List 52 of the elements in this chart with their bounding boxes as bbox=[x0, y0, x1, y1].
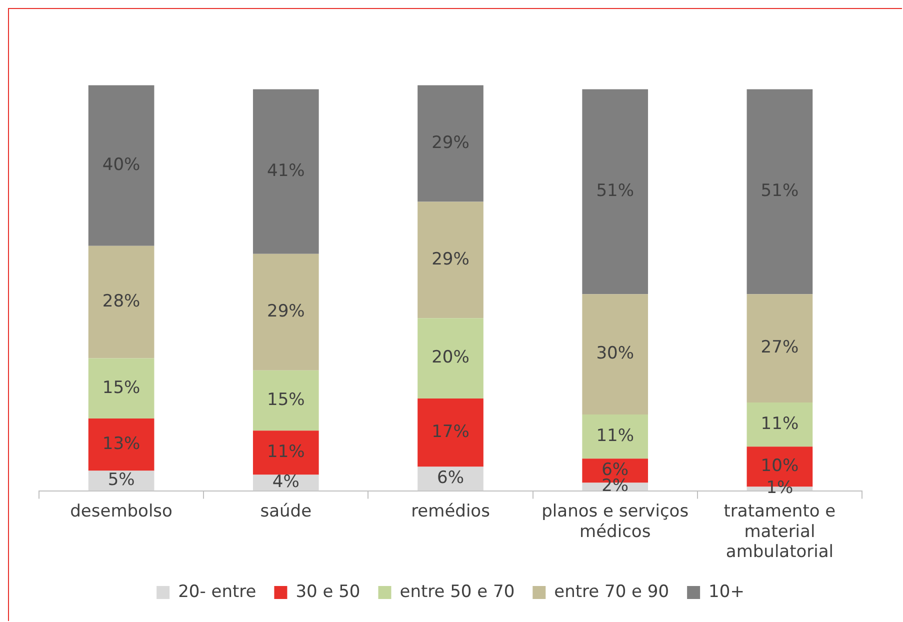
legend-label: 10+ bbox=[708, 582, 744, 602]
x-tick-label: saúde bbox=[260, 501, 312, 522]
bar bbox=[252, 430, 319, 475]
data-label: 11% bbox=[760, 414, 799, 434]
bar bbox=[252, 370, 319, 431]
data-label: 41% bbox=[267, 161, 305, 182]
bar bbox=[418, 318, 484, 398]
data-label: 10% bbox=[760, 456, 799, 476]
legend-label: 20- entre bbox=[178, 582, 256, 602]
bar bbox=[746, 89, 813, 294]
x-tick-label: remédios bbox=[411, 501, 490, 522]
data-label: 4% bbox=[272, 472, 300, 492]
x-tick-label: tratamento e material ambulatorial bbox=[724, 501, 836, 562]
legend-label: entre 70 e 90 bbox=[554, 582, 670, 602]
data-label: 2% bbox=[602, 476, 629, 496]
bar bbox=[88, 85, 154, 246]
data-label: 11% bbox=[596, 426, 634, 446]
data-label: 17% bbox=[432, 422, 470, 442]
bar bbox=[418, 398, 484, 467]
x-tick-label: desembolso bbox=[70, 501, 172, 522]
bar bbox=[746, 402, 813, 447]
data-label: 51% bbox=[596, 181, 634, 202]
bar bbox=[746, 294, 813, 402]
data-label: 5% bbox=[108, 470, 135, 490]
data-label: 13% bbox=[102, 434, 140, 454]
data-label: 15% bbox=[102, 378, 140, 398]
bar bbox=[88, 418, 154, 471]
bar bbox=[582, 414, 648, 459]
data-label: 29% bbox=[432, 249, 470, 270]
data-label: 20% bbox=[432, 348, 470, 368]
bar bbox=[88, 358, 154, 419]
data-label: 27% bbox=[760, 338, 799, 358]
data-label: 6% bbox=[437, 468, 464, 488]
data-label: 15% bbox=[267, 390, 305, 410]
bar bbox=[418, 85, 484, 202]
bar bbox=[418, 466, 484, 491]
bar bbox=[252, 89, 319, 254]
data-label: 51% bbox=[760, 181, 799, 202]
x-tick-label: planos e serviços médicos bbox=[542, 501, 689, 542]
bar bbox=[582, 294, 648, 415]
legend-label: entre 50 e 70 bbox=[400, 582, 515, 602]
data-label: 11% bbox=[267, 442, 305, 462]
bar bbox=[418, 202, 484, 318]
data-label: 29% bbox=[267, 302, 305, 322]
bar bbox=[252, 254, 319, 370]
data-label: 40% bbox=[102, 155, 140, 176]
legend-label: 30 e 50 bbox=[296, 582, 360, 602]
data-label: 29% bbox=[432, 132, 470, 153]
bar bbox=[88, 246, 154, 358]
data-label: 30% bbox=[596, 344, 634, 364]
data-label: 28% bbox=[102, 292, 140, 312]
bar bbox=[582, 89, 648, 294]
